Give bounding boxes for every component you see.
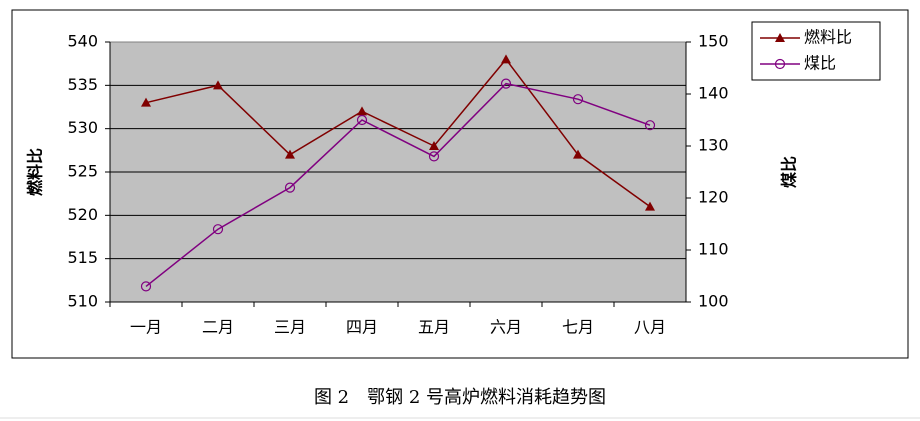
x-tick-label: 四月 xyxy=(346,318,378,337)
y2-tick-label: 150 xyxy=(698,32,729,51)
point xyxy=(644,120,656,131)
point xyxy=(774,58,786,70)
x-tick-label: 三月 xyxy=(274,318,306,337)
point xyxy=(429,141,439,150)
y-tick-label: 540 xyxy=(67,32,98,51)
x-tick-label: 五月 xyxy=(418,318,450,337)
caption: 图 2 鄂钢 2 号高炉燃料消耗趋势图 xyxy=(314,387,606,408)
point xyxy=(285,149,295,159)
y2-tick-label: 120 xyxy=(698,188,729,207)
y2-tick-label: 110 xyxy=(698,240,729,259)
y2-tick-label: 130 xyxy=(698,136,729,155)
x-tick-label: 六月 xyxy=(490,318,522,337)
point xyxy=(212,224,224,235)
point xyxy=(775,33,785,42)
y-tick-label: 530 xyxy=(67,118,98,137)
x-tick-label: 七月 xyxy=(562,318,594,337)
point xyxy=(572,94,584,105)
point xyxy=(140,281,152,292)
point xyxy=(500,78,512,89)
x-tick-label: 二月 xyxy=(202,318,234,337)
y-tick-label: 525 xyxy=(67,162,98,181)
point xyxy=(357,106,367,116)
y2-tick-label: 100 xyxy=(698,292,729,311)
x-tick-label: 一月 xyxy=(130,318,162,337)
legend-label: 煤比 xyxy=(804,54,836,73)
point xyxy=(356,114,368,126)
y2-tick-label: 140 xyxy=(698,84,729,103)
series-line xyxy=(145,82,651,287)
point xyxy=(501,54,511,64)
point xyxy=(573,149,583,159)
series-line xyxy=(145,58,651,208)
x-tick-label: 八月 xyxy=(634,318,666,337)
point xyxy=(213,80,223,90)
y2-axis-label: 煤比 xyxy=(780,156,799,188)
point xyxy=(284,182,296,193)
y-tick-label: 520 xyxy=(67,205,98,224)
y-tick-label: 515 xyxy=(67,248,98,267)
y-axis-label: 燃料比 xyxy=(26,148,45,196)
point xyxy=(645,201,655,211)
legend-label: 燃料比 xyxy=(804,28,852,47)
y-tick-label: 510 xyxy=(67,292,98,311)
point xyxy=(428,151,440,162)
point xyxy=(141,97,151,107)
y-tick-label: 535 xyxy=(67,75,98,94)
legend xyxy=(751,21,881,81)
